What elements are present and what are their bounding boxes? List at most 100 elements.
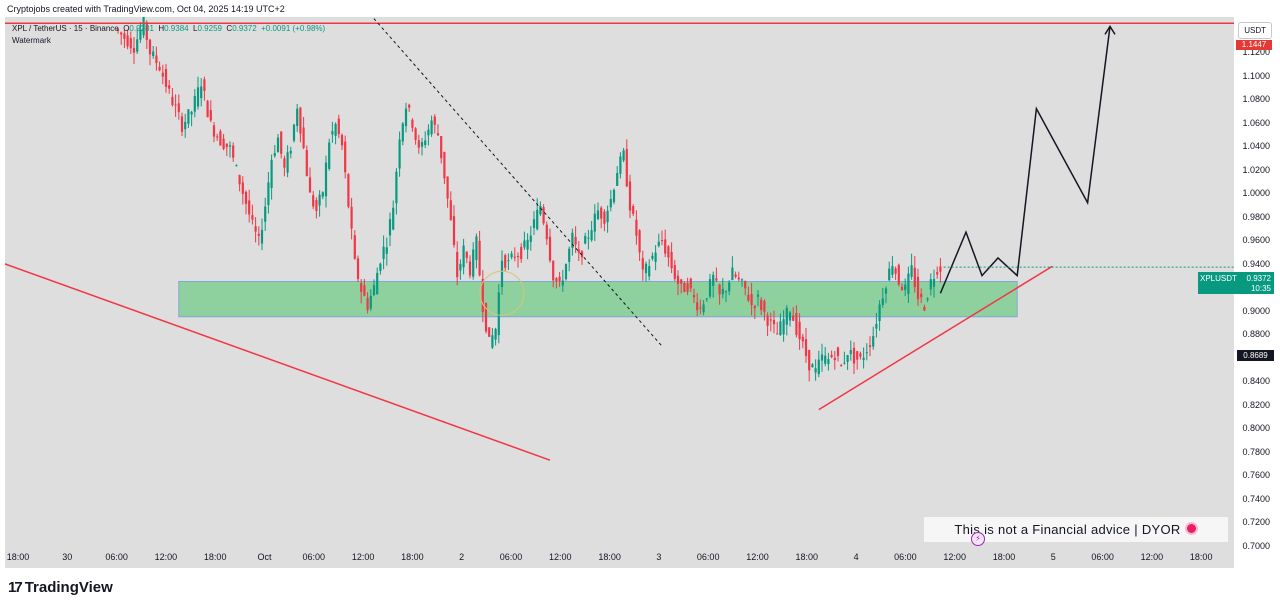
candle	[225, 143, 228, 157]
candle	[456, 241, 459, 286]
candle	[536, 198, 539, 231]
candle	[750, 282, 753, 316]
candle	[270, 154, 273, 200]
candle	[126, 29, 129, 50]
tradingview-name: TradingView	[24, 579, 113, 596]
candle	[782, 310, 785, 342]
candle	[801, 333, 804, 349]
candle	[116, 27, 120, 34]
low-value: 0.9259	[197, 24, 222, 33]
candle	[232, 142, 235, 162]
time-tick-label: 12:00	[746, 552, 769, 562]
candle	[174, 94, 177, 117]
candle	[443, 151, 446, 185]
candle	[248, 189, 251, 223]
time-tick-label: 06:00	[105, 552, 128, 562]
candle	[468, 255, 472, 279]
candle	[235, 164, 238, 167]
ohlc-legend: XPL / TetherUS · 15 · Binance O0.9281 H0…	[12, 24, 325, 33]
lightning-icon[interactable]: ⚡	[971, 532, 985, 546]
candle	[532, 211, 536, 235]
candle	[200, 78, 203, 107]
candle	[612, 188, 616, 205]
candle	[513, 247, 516, 262]
price-tick-label: 0.9400	[1242, 258, 1270, 269]
candle	[500, 250, 504, 295]
candle	[868, 336, 872, 357]
candle	[788, 310, 792, 327]
time-tick-label: 12:00	[351, 552, 375, 562]
candle	[734, 271, 737, 279]
candle	[555, 277, 558, 289]
candle	[763, 299, 766, 321]
time-tick-label: 3	[656, 552, 662, 562]
arrow-head-icon	[1104, 24, 1116, 35]
candle	[152, 46, 155, 59]
time-tick-label: Oct	[257, 552, 272, 562]
candle	[923, 304, 926, 312]
symbol-label: XPL / TetherUS · 15 · Binance	[12, 24, 119, 33]
candle	[878, 300, 881, 331]
candle	[920, 288, 923, 304]
candle	[670, 242, 673, 274]
candle	[177, 94, 180, 120]
candle	[481, 270, 484, 323]
candle	[622, 147, 625, 163]
price-tick-label: 1.0800	[1242, 94, 1270, 105]
candle	[833, 351, 836, 370]
candle	[212, 121, 216, 143]
candle	[907, 266, 910, 303]
candle	[168, 79, 171, 94]
candle	[302, 116, 305, 150]
candle	[520, 243, 523, 263]
disclaimer-note: This is not a Financial advice | DYOR	[924, 517, 1228, 542]
candle	[740, 278, 744, 287]
candle	[545, 221, 548, 245]
candle	[372, 279, 376, 297]
candle	[568, 246, 571, 272]
candle	[817, 350, 820, 378]
candle	[260, 218, 264, 251]
candle	[459, 259, 462, 280]
candle	[747, 286, 750, 303]
candle	[827, 352, 830, 371]
candle	[331, 121, 334, 143]
candle	[590, 220, 593, 242]
candle	[702, 300, 705, 316]
time-axis[interactable]	[5, 546, 1234, 568]
candle	[398, 131, 401, 177]
candle	[939, 257, 942, 283]
candle	[891, 256, 894, 278]
current-symbol: XPLUSDT	[1200, 274, 1237, 283]
candle	[273, 144, 276, 158]
candle	[347, 173, 350, 209]
price-tick-label: 0.7400	[1242, 493, 1270, 504]
tradingview-branding[interactable]: 17 TradingView	[8, 579, 113, 596]
candle	[328, 138, 331, 171]
price-tick-label: 0.9000	[1242, 305, 1270, 316]
candle	[334, 122, 337, 145]
time-tick-label: 18:00	[203, 552, 227, 562]
candle	[766, 312, 769, 337]
candle	[795, 305, 798, 338]
candle	[440, 135, 443, 164]
currency-button[interactable]: USDT	[1238, 22, 1272, 39]
time-tick-label: 18:00	[6, 552, 30, 562]
candle	[379, 262, 382, 275]
candle	[625, 139, 628, 188]
candle	[449, 191, 452, 221]
candle	[376, 267, 379, 295]
low-label: L	[193, 24, 198, 33]
candle	[840, 363, 843, 367]
candle	[913, 256, 916, 293]
candle	[417, 134, 420, 154]
candle	[564, 263, 568, 281]
support-zone	[178, 281, 1018, 318]
candle	[392, 200, 395, 231]
candle	[574, 226, 577, 253]
candle	[593, 204, 596, 242]
candle	[664, 229, 667, 258]
time-tick-label: 18:00	[1189, 552, 1213, 562]
candle	[340, 133, 344, 150]
candle	[881, 287, 884, 308]
